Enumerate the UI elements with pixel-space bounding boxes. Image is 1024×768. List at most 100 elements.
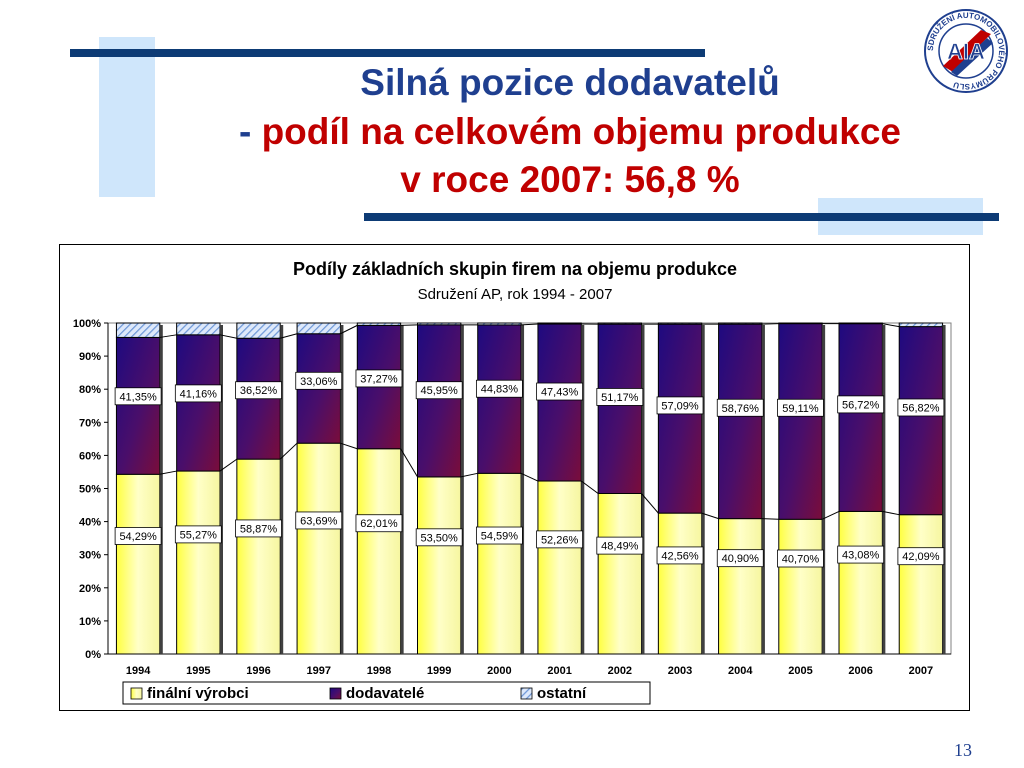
data-label-dodavatele: 45,95%: [421, 385, 459, 397]
bar-dodavatele-1995: [176, 334, 221, 472]
bar-ostatni-1999: [417, 322, 462, 326]
bar-ostatni-1996: [236, 322, 281, 339]
y-tick-label: 90%: [79, 351, 101, 363]
bar-finalni-2001: [537, 480, 582, 655]
x-tick-label: 2006: [848, 665, 872, 677]
bar-dodavatele-2001: [537, 323, 582, 482]
bar-finalni-2006: [838, 510, 883, 655]
bar-dodavatele-2000: [477, 324, 522, 474]
data-label-dodavatele: 41,16%: [180, 388, 218, 400]
series-line-finalni: [279, 442, 298, 460]
logo-text: AIA: [947, 39, 985, 64]
bar-dodavatele-2006: [838, 323, 883, 512]
data-label-dodavatele-box: [897, 398, 945, 417]
data-label-dodavatele: 37,27%: [360, 373, 398, 385]
bar-shadow: [400, 325, 404, 654]
bar-finalni-2004: [718, 518, 763, 655]
plot-area: 0% 10% 20% 30% 40% 50% 60% 70% 80% 90% 100% 1994 54,…: [73, 318, 952, 677]
data-label-finalni-box: [355, 514, 403, 533]
bar-shadow: [219, 325, 223, 654]
bar-finalni-2007: [898, 514, 944, 655]
series-line-dodavatele: [280, 333, 298, 339]
data-label-finalni: 42,56%: [661, 550, 699, 562]
bar-finalni-1999: [417, 476, 462, 655]
x-tick-label: 2005: [788, 665, 812, 677]
bar-finalni-2000: [477, 472, 522, 655]
bar-shadow: [159, 325, 163, 654]
chart-subtitle: Sdružení AP, rok 1994 - 2007: [418, 286, 613, 303]
data-label-dodavatele-box: [355, 369, 403, 388]
data-label-finalni-box: [475, 526, 523, 545]
x-tick-label: 2007: [909, 665, 933, 677]
bar-ostatni-2003: [657, 322, 703, 325]
bar-shadow: [460, 325, 464, 654]
bar-ostatni-1994: [115, 322, 161, 338]
bar-ostatni-1995: [176, 322, 221, 336]
x-tick-label: 2002: [608, 665, 632, 677]
data-label-finalni: 58,87%: [240, 523, 278, 535]
legend-label-2: ostatní: [537, 685, 587, 702]
bar-finalni-2002: [597, 492, 642, 655]
x-tick-label: 1998: [367, 665, 391, 677]
series-line-finalni: [400, 448, 418, 478]
data-label-dodavatele: 47,43%: [541, 387, 579, 399]
bar-ostatni-2002: [597, 322, 642, 325]
x-tick-label: 1997: [307, 665, 331, 677]
bar-shadow: [761, 325, 765, 654]
bar-dodavatele-1994: [115, 336, 161, 475]
series-line-dodavatele: [882, 323, 900, 328]
y-tick-label: 0%: [85, 649, 101, 661]
bar-ostatni-2005: [778, 322, 823, 325]
x-tick-label: 1995: [186, 665, 210, 677]
y-tick-label: 80%: [79, 384, 101, 396]
bar-finalni-1995: [176, 470, 221, 655]
data-label-dodavatele-box: [174, 384, 222, 403]
series-line-dodavatele: [340, 324, 358, 335]
bar-finalni-2003: [657, 512, 703, 655]
aia-logo: SDRUŽENÍ AUTOMOBILOVÉHO PRŮMYSLU AIA: [924, 9, 1008, 93]
y-tick-label: 10%: [79, 616, 101, 628]
data-label-dodavatele-box: [777, 398, 824, 417]
data-label-dodavatele-box: [536, 382, 584, 401]
data-label-finalni-box: [716, 549, 764, 568]
series-line-finalni: [641, 493, 659, 514]
y-tick-label: 50%: [79, 484, 101, 496]
data-label-finalni-box: [235, 519, 282, 538]
series-line-finalni: [520, 472, 539, 482]
data-label-finalni-box: [837, 545, 885, 564]
data-label-finalni: 40,90%: [722, 553, 760, 565]
data-label-dodavatele-box: [235, 381, 282, 400]
bar-shadow: [340, 325, 344, 654]
data-label-finalni: 53,50%: [421, 532, 459, 544]
legend: finální výrobci dodavatelé ostatní: [122, 681, 651, 705]
data-label-finalni-box: [415, 528, 463, 547]
bar-finalni-1998: [356, 448, 402, 655]
data-label-dodavatele: 57,09%: [661, 400, 699, 412]
bar-ostatni-2006: [838, 322, 883, 325]
chart-frame: Podíly základních skupin firem na objemu…: [59, 244, 970, 711]
y-tick-label: 100%: [73, 318, 101, 330]
data-label-dodavatele: 33,06%: [300, 376, 338, 388]
data-label-dodavatele-box: [837, 395, 885, 414]
bar-ostatni-2001: [537, 322, 582, 325]
data-label-dodavatele: 56,72%: [842, 399, 880, 411]
page-number: 13: [954, 740, 972, 760]
bar-dodavatele-2003: [657, 323, 703, 514]
y-tick-label: 60%: [79, 450, 101, 462]
x-tick-label: 2000: [487, 665, 511, 677]
slide-title-line1: Silná pozice dodavatelů: [360, 62, 780, 103]
data-label-finalni-box: [295, 511, 343, 530]
bar-shadow: [701, 325, 705, 654]
data-label-dodavatele: 41,35%: [119, 391, 157, 403]
series-line-finalni: [340, 442, 358, 450]
data-label-finalni: 52,26%: [541, 534, 579, 546]
bar-shadow: [280, 325, 284, 654]
slide-title-line2: - podíl na celkovém objemu produkce: [160, 111, 980, 153]
y-tick-label: 40%: [79, 517, 101, 529]
legend-label-1: dodavatelé: [346, 685, 424, 702]
chart-title: Podíly základních skupin firem na objemu…: [293, 259, 737, 279]
data-label-finalni-box: [777, 549, 824, 568]
data-label-dodavatele-box: [475, 379, 523, 398]
stacked-bar-chart: Podíly základních skupin firem na objemu…: [73, 259, 952, 705]
data-label-finalni-box: [174, 525, 222, 544]
